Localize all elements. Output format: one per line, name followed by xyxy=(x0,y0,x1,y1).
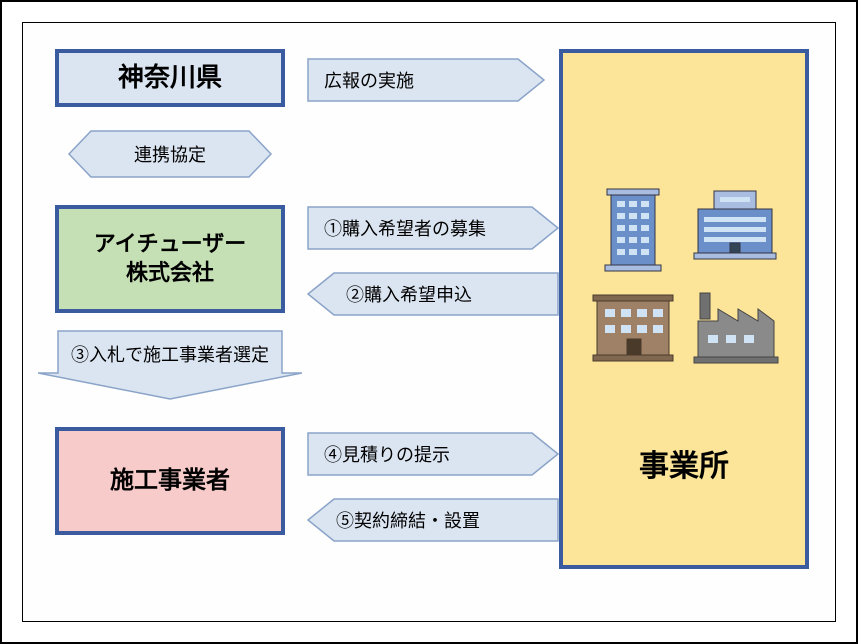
connector-selection-label: ③入札で施工事業者選定 xyxy=(71,341,269,367)
arrow-step4-label: ④見積りの提示 xyxy=(324,441,450,467)
entity-business-label: 事業所 xyxy=(563,441,805,485)
entity-ichooser: アイチューザー 株式会社 xyxy=(55,205,285,313)
connector-selection: ③入札で施工事業者選定 xyxy=(38,329,302,401)
diagram-inner: 神奈川県 アイチューザー 株式会社 施工事業者 連携協定 ③入札で施工事業者選定 xyxy=(22,22,836,622)
building-factory-icon xyxy=(690,287,780,377)
arrow-koho-label: 広報の実施 xyxy=(324,67,414,93)
building-wide-icon xyxy=(690,183,780,273)
entity-ichooser-label: アイチューザー 株式会社 xyxy=(94,230,246,287)
connector-partnership: 連携協定 xyxy=(67,129,273,179)
arrow-step5: ⑤契約締結・設置 xyxy=(306,497,560,543)
entity-business: 事業所 xyxy=(559,49,809,569)
entity-kanagawa-label: 神奈川県 xyxy=(118,61,222,95)
building-icons xyxy=(563,183,805,377)
entity-contractor: 施工事業者 xyxy=(55,427,285,535)
arrow-step4: ④見積りの提示 xyxy=(306,431,560,477)
arrow-step1: ①購入希望者の募集 xyxy=(306,205,560,251)
entity-kanagawa: 神奈川県 xyxy=(55,49,285,107)
entity-contractor-label: 施工事業者 xyxy=(110,465,230,496)
building-tall-icon xyxy=(593,183,673,273)
arrow-step1-label: ①購入希望者の募集 xyxy=(324,215,486,241)
arrow-koho: 広報の実施 xyxy=(306,57,546,103)
arrow-step2: ②購入希望申込 xyxy=(306,271,560,317)
arrow-step2-label: ②購入希望申込 xyxy=(346,281,472,307)
building-office-icon xyxy=(589,287,677,377)
connector-partnership-label: 連携協定 xyxy=(134,141,206,167)
arrow-step5-label: ⑤契約締結・設置 xyxy=(336,507,480,533)
diagram-canvas: 神奈川県 アイチューザー 株式会社 施工事業者 連携協定 ③入札で施工事業者選定 xyxy=(0,0,858,644)
